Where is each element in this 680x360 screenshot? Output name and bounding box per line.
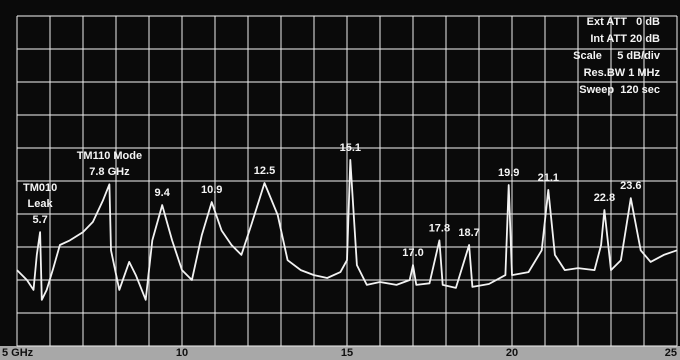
x-tick-label: 10 [176,347,188,359]
setting-line: Scale 5 dB/div [573,50,661,62]
setting-line: Int ATT 20 dB [590,33,660,45]
peak-label: 5.7 [32,214,47,226]
peak-label: 23.6 [620,180,641,192]
peak-label: 19.9 [498,167,519,179]
page: {"chart_data": { "type": "line", "color"… [0,0,680,360]
peak-label: 15.1 [340,142,361,154]
x-tick-label: 5 GHz [2,347,34,359]
peak-label: 18.7 [458,227,479,239]
setting-line: Res.BW 1 MHz [584,67,661,79]
peak-label: 7.8 GHz [89,166,130,178]
peak-caption: Leak [28,198,54,210]
x-tick-label: 25 [665,347,677,359]
peak-label: 17.0 [402,247,423,259]
setting-line: Sweep 120 sec [579,84,660,96]
peak-caption: TM010 [23,182,57,194]
x-tick-label: 15 [341,347,353,359]
peak-label: 10.9 [201,184,222,196]
peak-label: 9.4 [155,187,171,199]
peak-label: 12.5 [254,165,275,177]
chart: 5 GHz 10 15 20 25 5.7 TM010 Leak 7.8 GHz TM110 Mo… [0,0,680,360]
peak-label: 17.8 [429,222,450,234]
peak-label: 22.8 [594,192,615,204]
setting-line: Ext ATT 0 dB [587,16,660,28]
x-tick-label: 20 [506,347,518,359]
peak-caption: TM110 Mode [77,150,142,162]
peak-label: 21.1 [538,172,559,184]
